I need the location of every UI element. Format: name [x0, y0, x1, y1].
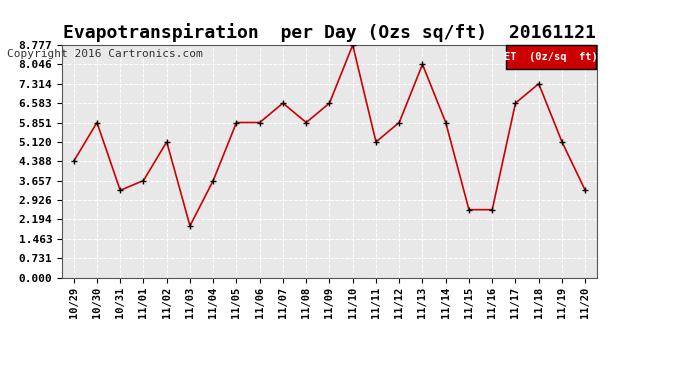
Text: Copyright 2016 Cartronics.com: Copyright 2016 Cartronics.com — [7, 49, 203, 59]
Text: ET  (0z/sq  ft): ET (0z/sq ft) — [504, 52, 598, 62]
Title: Evapotranspiration  per Day (Ozs sq/ft)  20161121: Evapotranspiration per Day (Ozs sq/ft) 2… — [63, 23, 596, 42]
